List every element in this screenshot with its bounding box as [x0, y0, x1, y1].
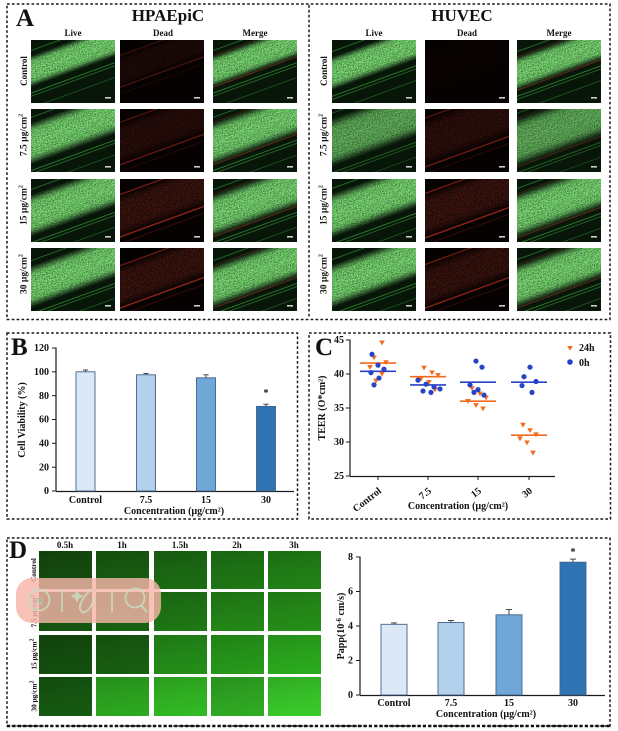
svg-text:25: 25: [334, 471, 344, 482]
svg-text:30: 30: [568, 698, 578, 709]
svg-text:15: 15: [504, 698, 514, 709]
svg-text:80: 80: [39, 391, 49, 402]
svg-text:60: 60: [39, 415, 49, 426]
svg-text:30: 30: [334, 437, 344, 448]
svg-text:Concentration (µg/cm²): Concentration (µg/cm²): [408, 501, 508, 512]
svg-text:7.5: 7.5: [140, 495, 153, 506]
svg-text:Control: Control: [377, 698, 410, 709]
svg-text:Papp(10-6 cm/s): Papp(10-6 cm/s): [335, 593, 347, 660]
svg-text:0: 0: [44, 486, 49, 497]
svg-text:Control: Control: [69, 495, 102, 506]
svg-text:15: 15: [201, 495, 211, 506]
svg-text:*: *: [264, 388, 269, 399]
svg-text:30: 30: [261, 495, 271, 506]
svg-text:30: 30: [520, 486, 535, 501]
svg-text:6: 6: [348, 587, 353, 598]
svg-text:0: 0: [348, 690, 353, 701]
svg-text:TEER (O*cm²): TEER (O*cm²): [317, 376, 328, 441]
svg-text:Control: Control: [351, 486, 384, 515]
svg-text:7.5: 7.5: [445, 698, 458, 709]
svg-text:35: 35: [334, 403, 344, 414]
svg-text:8: 8: [348, 552, 353, 563]
svg-text:4: 4: [348, 621, 353, 632]
svg-text:20: 20: [39, 462, 49, 473]
svg-text:Cell Viability (%): Cell Viability (%): [17, 382, 28, 458]
svg-text:100: 100: [34, 367, 49, 378]
svg-text:Concentration (µg/cm²): Concentration (µg/cm²): [436, 709, 536, 720]
svg-text:24h: 24h: [579, 343, 595, 354]
svg-text:7.5: 7.5: [417, 486, 434, 502]
svg-text:*: *: [571, 547, 576, 558]
svg-text:40: 40: [39, 439, 49, 450]
svg-text:2: 2: [348, 656, 353, 667]
svg-text:45: 45: [334, 335, 344, 346]
svg-text:40: 40: [334, 369, 344, 380]
svg-text:120: 120: [34, 343, 49, 354]
svg-text:Concentration (µg/cm²): Concentration (µg/cm²): [124, 506, 224, 517]
svg-text:15: 15: [469, 486, 484, 501]
svg-text:0h: 0h: [579, 358, 590, 369]
